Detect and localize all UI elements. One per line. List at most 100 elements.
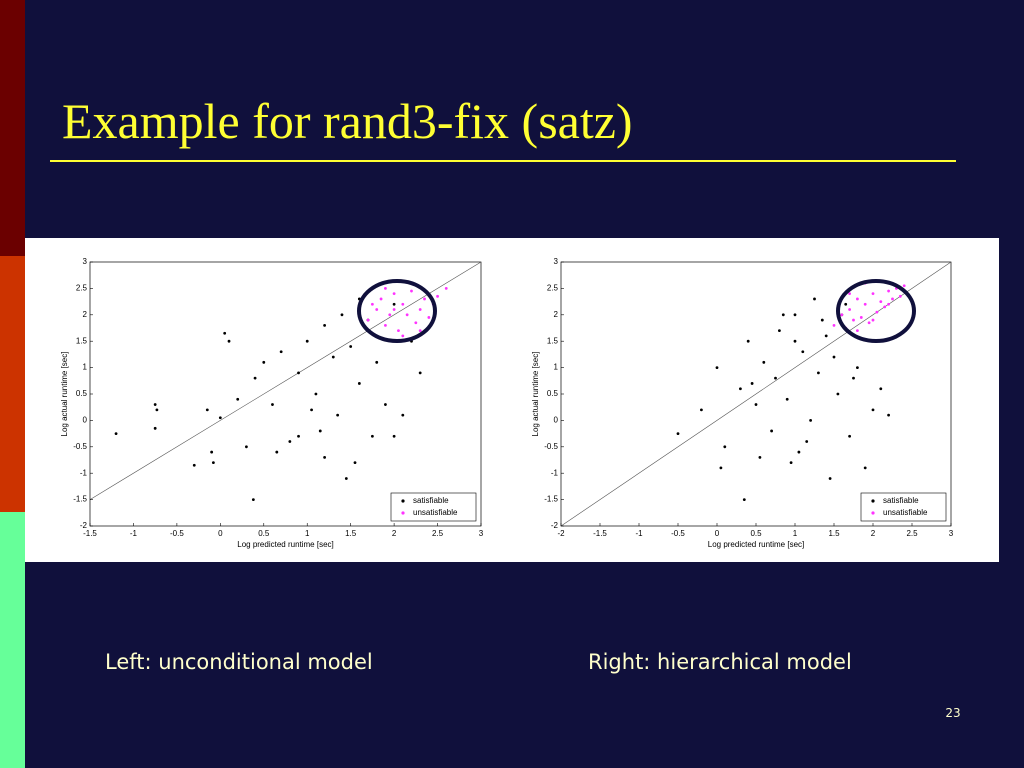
x-tick-label: 0: [218, 529, 223, 538]
point: [305, 339, 309, 343]
point: [392, 292, 396, 296]
point: [153, 426, 157, 430]
x-axis-label: Log predicted runtime [sec]: [708, 540, 805, 549]
point: [805, 440, 809, 443]
y-tick-label: -0.5: [544, 442, 558, 451]
point: [840, 313, 844, 317]
x-tick-label: -0.5: [170, 529, 184, 538]
legend: [860, 492, 947, 522]
point: [418, 308, 422, 311]
y-tick-label: -1.5: [73, 495, 87, 504]
legend-label: satisfiable: [883, 496, 919, 505]
y-tick-label: 0: [554, 416, 559, 425]
point: [676, 432, 680, 435]
point: [856, 329, 859, 333]
point: [423, 297, 426, 301]
point: [236, 397, 240, 401]
y-tick-label: 2.5: [76, 284, 88, 293]
x-tick-label: -0.5: [671, 529, 685, 538]
point: [375, 308, 379, 311]
point: [852, 376, 855, 380]
point: [218, 416, 222, 420]
x-tick-label: 0.5: [750, 529, 762, 538]
point: [719, 466, 723, 470]
point: [844, 302, 848, 306]
point: [210, 450, 214, 454]
point: [902, 284, 906, 288]
y-tick-label: 0.5: [76, 389, 88, 398]
point: [898, 294, 902, 298]
point: [323, 455, 326, 459]
point: [832, 323, 836, 327]
point: [852, 318, 855, 322]
highlight-ring: [357, 279, 437, 343]
point: [251, 498, 255, 501]
y-axis-label: Log actual runtime [sec]: [531, 352, 540, 437]
point: [836, 392, 840, 396]
point: [310, 408, 313, 412]
y-tick-label: 3: [83, 257, 88, 266]
point: [331, 355, 335, 359]
y-tick-label: 2: [83, 310, 88, 319]
y-axis-label: Log actual runtime [sec]: [60, 352, 69, 437]
point: [715, 366, 719, 369]
x-tick-label: 1: [793, 529, 798, 538]
point: [887, 302, 890, 306]
point: [370, 302, 374, 306]
point: [414, 321, 418, 325]
point: [789, 461, 793, 465]
point: [271, 403, 274, 406]
point: [871, 408, 875, 412]
x-tick-label: 2.5: [906, 529, 918, 538]
point: [192, 463, 196, 467]
point: [366, 318, 370, 322]
y-tick-label: 0.5: [547, 389, 559, 398]
point: [314, 392, 318, 396]
y-tick-label: -1.5: [544, 495, 558, 504]
legend-label: satisfiable: [413, 496, 449, 505]
point: [793, 313, 797, 317]
point: [879, 300, 883, 303]
point: [801, 350, 805, 354]
point: [739, 387, 742, 391]
y-tick-label: 2: [554, 310, 559, 319]
point: [401, 413, 405, 417]
x-tick-label: 2: [871, 529, 876, 538]
point: [856, 366, 859, 369]
point: [867, 321, 871, 325]
point: [887, 413, 890, 417]
point: [401, 302, 405, 306]
point: [781, 313, 785, 317]
point: [223, 331, 227, 335]
y-tick-label: -1: [80, 468, 88, 477]
point: [392, 434, 396, 438]
x-tick-label: -2: [557, 529, 565, 538]
point: [401, 334, 405, 338]
point: [357, 382, 361, 385]
point: [114, 432, 118, 435]
legend-label: unsatisfiable: [413, 508, 458, 517]
point: [397, 329, 400, 333]
x-axis-label: Log predicted runtime [sec]: [237, 540, 334, 549]
legend-marker: [401, 499, 405, 503]
point: [227, 339, 231, 343]
x-tick-label: -1: [635, 529, 643, 538]
point: [742, 498, 746, 501]
point: [778, 329, 781, 333]
legend-marker: [871, 499, 875, 503]
point: [205, 408, 209, 412]
y-tick-label: 1.5: [547, 336, 559, 345]
y-tick-label: -1: [551, 468, 559, 477]
y-tick-label: 1: [83, 363, 88, 372]
point: [891, 297, 894, 301]
point: [375, 360, 379, 364]
point: [813, 297, 816, 301]
point: [211, 461, 215, 465]
point: [288, 440, 292, 443]
y-tick-label: 1.5: [76, 336, 88, 345]
point: [859, 316, 863, 319]
point: [392, 302, 396, 306]
point: [879, 387, 883, 391]
diagonal: [560, 261, 952, 527]
point: [405, 313, 409, 317]
